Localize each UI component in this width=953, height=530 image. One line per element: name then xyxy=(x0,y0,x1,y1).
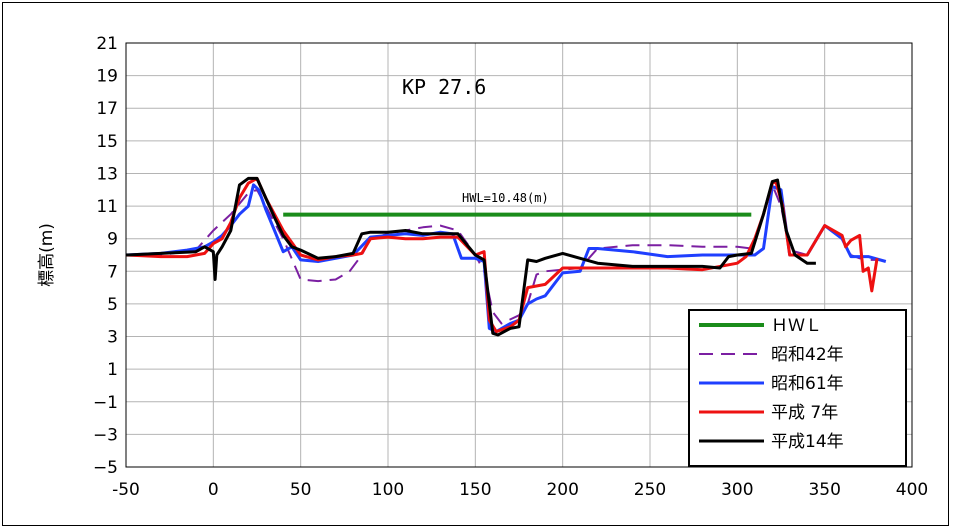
y-tick-label: −3 xyxy=(93,425,118,445)
x-tick-label: 300 xyxy=(721,480,753,500)
x-tick-label: 250 xyxy=(634,480,666,500)
y-tick-label: 15 xyxy=(96,132,118,152)
x-tick-label: 100 xyxy=(372,480,404,500)
x-tick-label: 150 xyxy=(459,480,491,500)
series-layer xyxy=(125,176,887,337)
y-tick-label: 5 xyxy=(107,295,118,315)
legend-label: 平成 7年 xyxy=(771,403,838,423)
legend-label: ＨＷＬ xyxy=(771,316,822,336)
y-tick-label: 7 xyxy=(107,262,118,282)
legend-label: 昭和42年 xyxy=(771,345,844,365)
section-annotation: KP 27.6 xyxy=(402,75,486,99)
legend-label: 昭和61年 xyxy=(771,374,844,394)
hwl-annotation: HWL=10.48(m) xyxy=(462,191,549,205)
y-axis-ticks: 21 19 17 15 13 11 9 7 5 3 1 −1 −3 −5 xyxy=(93,34,118,478)
y-tick-label: 21 xyxy=(96,34,118,54)
x-tick-label: -50 xyxy=(112,480,140,500)
y-tick-label: 13 xyxy=(96,164,118,184)
y-axis-label: 標高(m) xyxy=(37,223,57,287)
x-tick-label: 50 xyxy=(290,480,312,500)
y-tick-label: 19 xyxy=(96,67,118,87)
y-tick-label: 1 xyxy=(107,360,118,380)
y-tick-label: 11 xyxy=(96,197,118,217)
y-tick-label: −5 xyxy=(93,458,118,478)
x-axis-ticks: -50 0 50 100 150 200 250 300 350 400 xyxy=(112,480,928,500)
legend-label: 平成14年 xyxy=(771,432,844,452)
y-tick-label: −1 xyxy=(93,393,118,413)
y-tick-label: 17 xyxy=(96,99,118,119)
x-tick-label: 400 xyxy=(896,480,928,500)
y-tick-label: 9 xyxy=(107,230,118,250)
x-tick-label: 200 xyxy=(546,480,578,500)
x-tick-label: 350 xyxy=(808,480,840,500)
series-line-平成14年 xyxy=(125,176,816,337)
x-tick-label: 0 xyxy=(208,480,219,500)
y-tick-label: 3 xyxy=(107,328,118,348)
